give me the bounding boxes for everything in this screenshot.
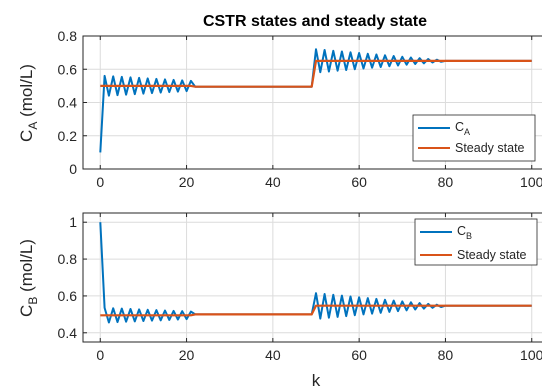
bottom-ytick-label: 0.6: [58, 288, 78, 304]
top-y-axis-label: CA (mol/L): [17, 64, 40, 142]
bottom-y-axis-label: CB (mol/L): [17, 239, 40, 317]
top-legend-box: [412, 114, 536, 162]
bottom-xtick-label: 0: [96, 347, 104, 363]
bottom-ticks: 0 20 40 60 80 100 0.4 0.6 0.8 1: [58, 213, 542, 363]
top-xtick-label: 100: [520, 174, 542, 190]
top-ytick-label: 0.4: [58, 95, 78, 111]
bottom-legend-label-steady: Steady state: [457, 248, 527, 262]
top-xtick-label: 60: [351, 174, 367, 190]
top-ytick-label: 0.6: [58, 61, 78, 77]
top-xtick-label: 40: [265, 174, 281, 190]
bottom-legend-box: [414, 218, 538, 266]
x-axis-label: k: [312, 371, 321, 390]
top-subplot: 0 20 40 60 80 100 0 0.2 0.4 0.6 0.8 CA (mol/L) CA …: [17, 28, 542, 190]
top-legend: CA Steady state: [412, 114, 536, 162]
bottom-axes-box: [82, 212, 542, 343]
bottom-plot-area: [99, 222, 532, 324]
bottom-xtick-label: 20: [179, 347, 195, 363]
top-ticks: 0 20 40 60 80 100 0 0.2 0.4 0.6 0.8: [58, 28, 542, 190]
top-legend-label-steady: Steady state: [455, 141, 525, 155]
bottom-xtick-label: 60: [351, 347, 367, 363]
bottom-xtick-label: 40: [265, 347, 281, 363]
top-ytick-label: 0: [69, 161, 77, 177]
bottom-xtick-label: 100: [520, 347, 542, 363]
bottom-subplot: 0 20 40 60 80 100 0.4 0.6 0.8 1 CB (mol/L) k CB S…: [17, 212, 542, 390]
bottom-ytick-label: 1: [69, 214, 77, 230]
chart-title: CSTR states and steady state: [203, 13, 427, 30]
top-ytick-label: 0.8: [58, 28, 78, 44]
top-series-steady-line: [100, 59, 532, 88]
bottom-series-steady-line: [100, 304, 532, 317]
bottom-legend-label-cb: CB: [457, 224, 472, 241]
top-plot-area: [99, 48, 532, 153]
top-legend-label-ca: CA: [455, 120, 470, 137]
top-ytick-label: 0.2: [58, 128, 78, 144]
bottom-ytick-label: 0.4: [58, 325, 78, 341]
top-xtick-label: 20: [179, 174, 195, 190]
bottom-xtick-label: 80: [438, 347, 454, 363]
top-xtick-label: 80: [438, 174, 454, 190]
bottom-ytick-label: 0.8: [58, 251, 78, 267]
top-xtick-label: 0: [96, 174, 104, 190]
bottom-legend: CB Steady state: [414, 218, 538, 266]
